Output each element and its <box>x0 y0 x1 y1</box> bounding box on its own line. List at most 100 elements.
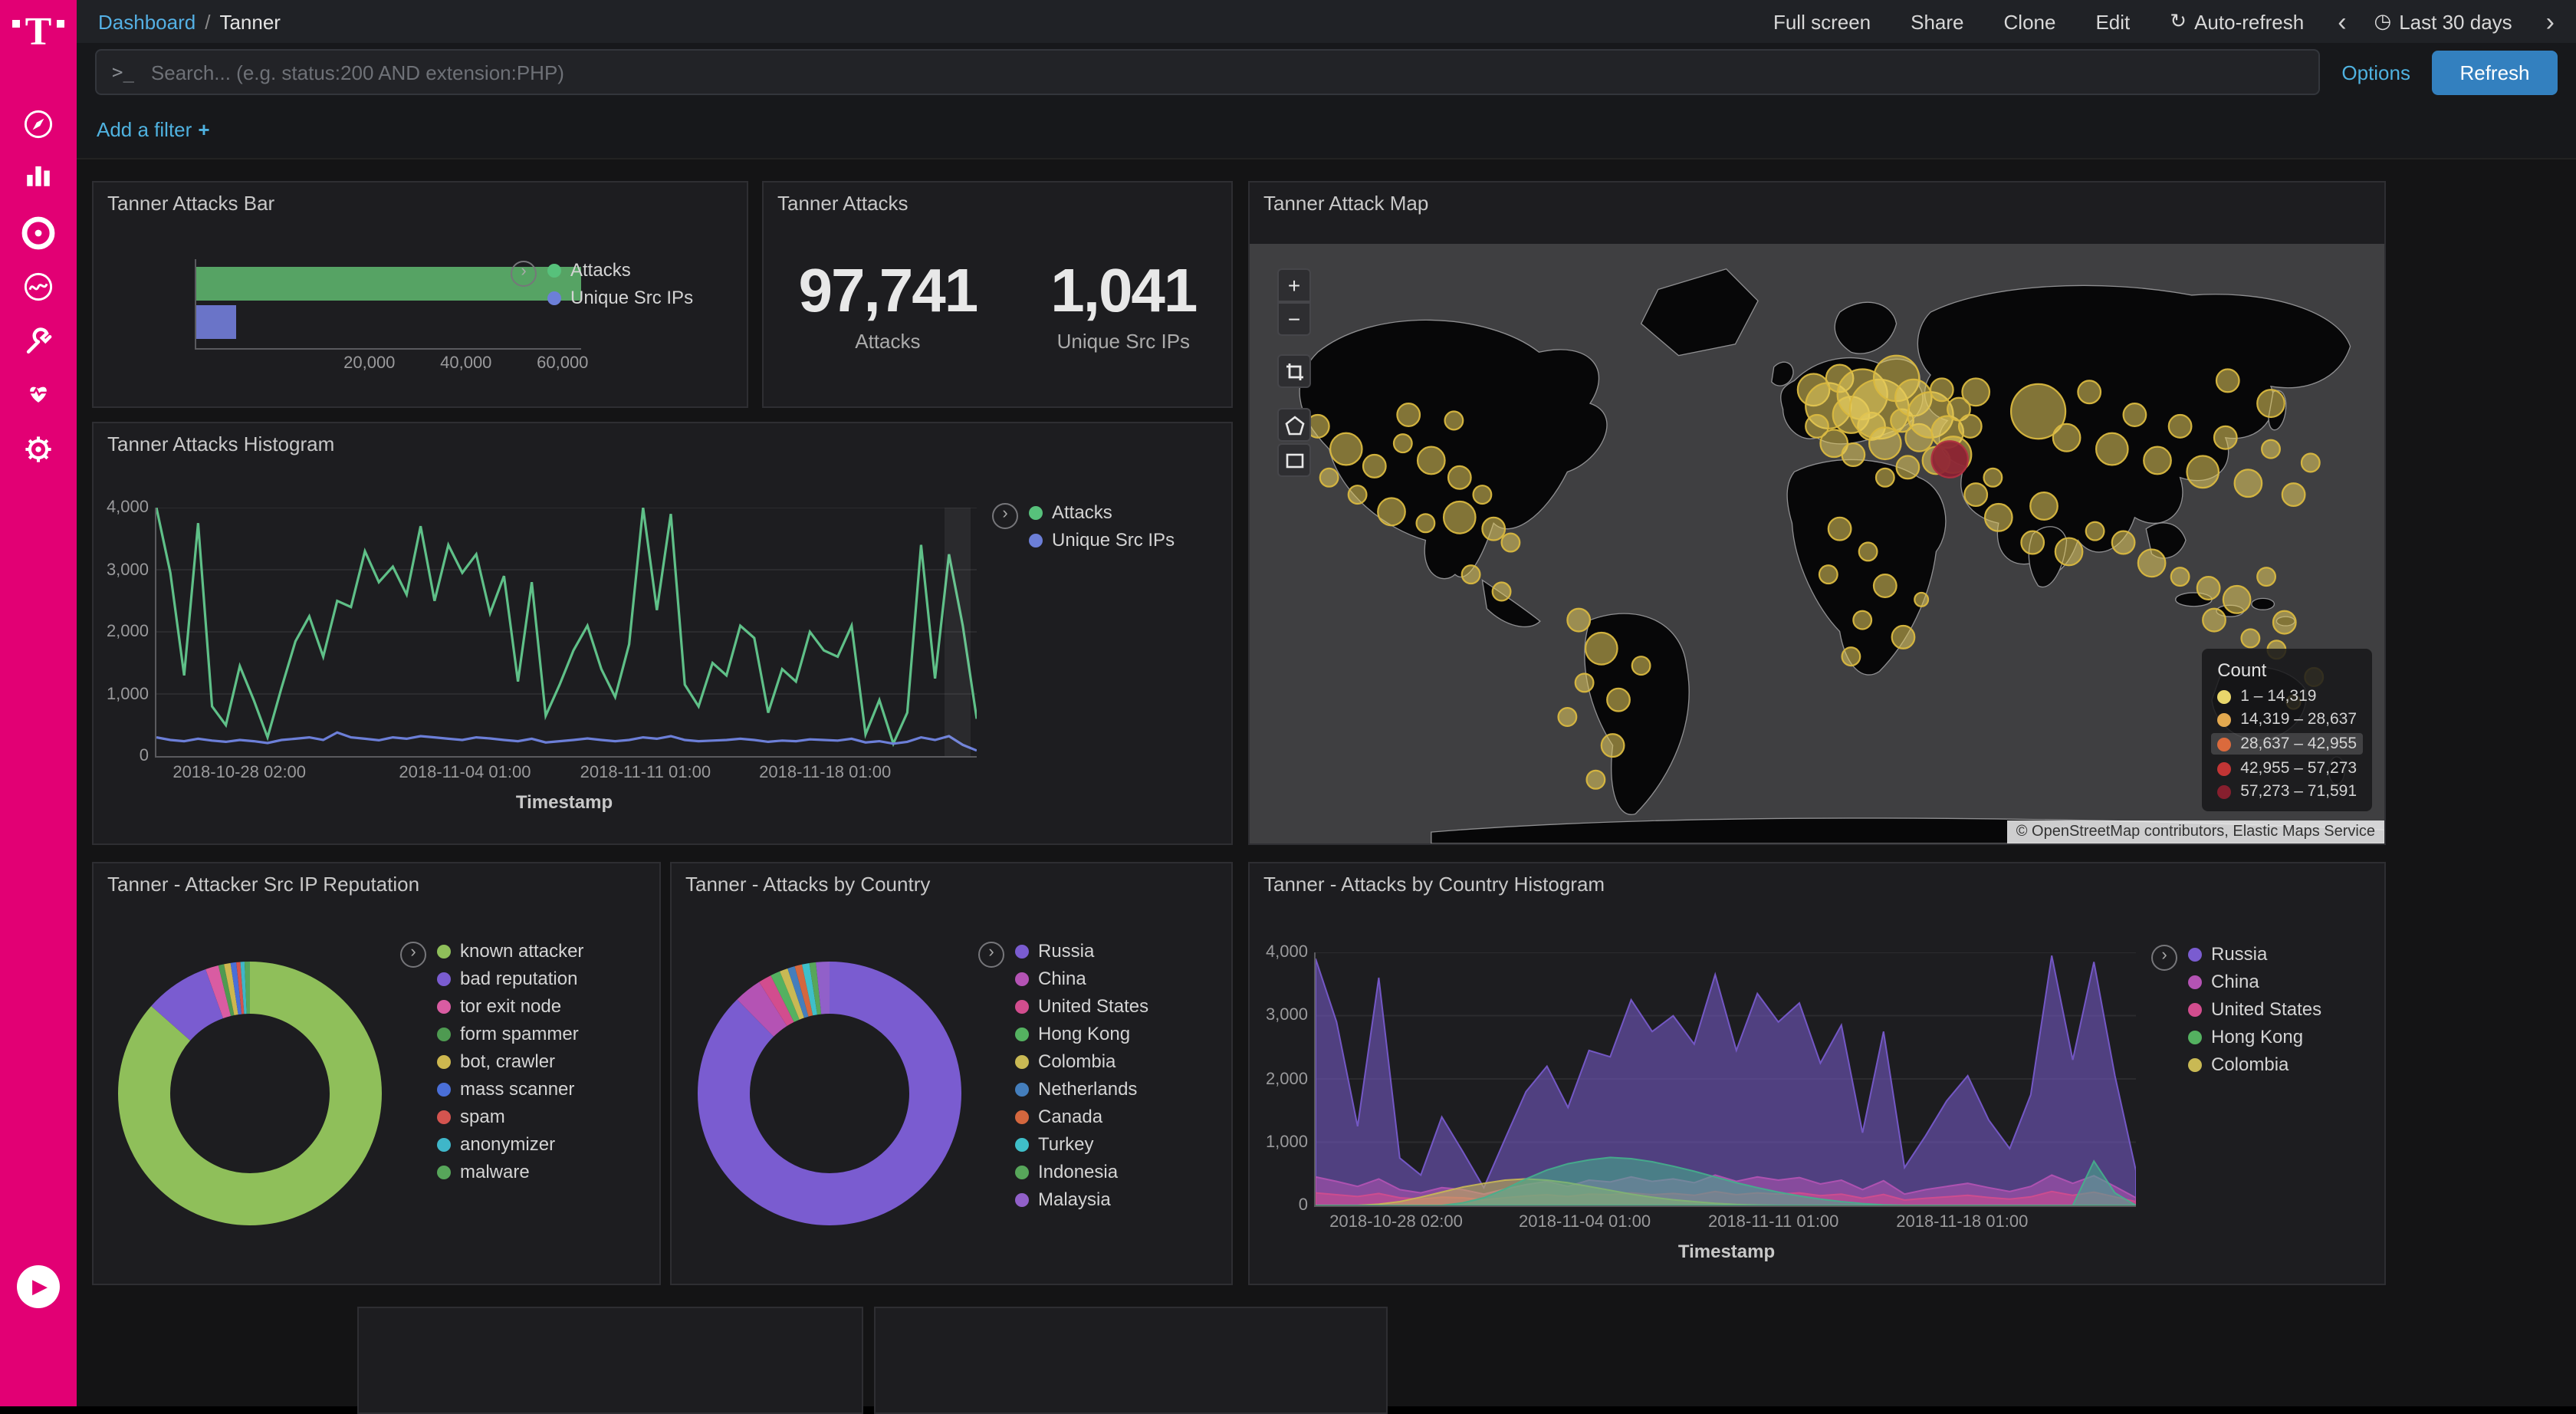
axis-tick: 0 <box>139 747 149 765</box>
sidebar-item-monitoring[interactable] <box>18 373 58 413</box>
options-link[interactable]: Options <box>2341 61 2410 84</box>
bar-unique-src-ips[interactable] <box>195 305 236 339</box>
area-chart[interactable] <box>1314 952 2136 1207</box>
legend-item[interactable]: 14,319 – 28,637 <box>2217 710 2357 728</box>
telekom-logo[interactable]: T <box>0 12 77 52</box>
search-box[interactable]: >_ <box>95 49 2321 95</box>
sidebar-item-discover[interactable] <box>18 104 58 144</box>
axis-tick: 20,000 <box>343 354 396 373</box>
legend-toggle-icon[interactable]: › <box>978 942 1004 968</box>
legend-item[interactable]: 42,955 – 57,273 <box>2217 759 2357 778</box>
sidebar-collapse-button[interactable]: ▶ <box>17 1265 60 1308</box>
legend-dot <box>1015 1192 1029 1206</box>
full-screen-button[interactable]: Full screen <box>1773 10 1871 33</box>
legend-dot <box>437 944 451 958</box>
legend-item[interactable]: anonymizer <box>437 1133 583 1155</box>
legend-item[interactable]: Unique Src IPs <box>547 287 693 308</box>
legend-item[interactable]: 57,273 – 71,591 <box>2217 782 2357 801</box>
legend-label: Netherlands <box>1038 1078 1138 1100</box>
world-map[interactable] <box>1250 244 2384 843</box>
legend-dot <box>1029 533 1043 547</box>
legend-item[interactable]: Turkey <box>1015 1133 1148 1155</box>
legend-dot <box>1015 999 1029 1013</box>
legend-toggle-icon[interactable]: › <box>511 261 537 287</box>
legend-item[interactable]: Canada <box>1015 1106 1148 1127</box>
legend-item[interactable]: tor exit node <box>437 995 583 1017</box>
legend-item[interactable]: United States <box>1015 995 1148 1017</box>
legend-dot <box>1015 972 1029 985</box>
legend-item[interactable]: Malaysia <box>1015 1189 1148 1210</box>
legend-toggle-icon[interactable]: › <box>2151 945 2177 971</box>
legend-item[interactable]: Colombia <box>2188 1054 2321 1075</box>
legend-item[interactable]: Attacks <box>1029 501 1175 523</box>
chart-legend: › Russia China United States Hong Kong Colom… <box>2151 943 2321 1075</box>
legend-item[interactable]: Unique Src IPs <box>1029 529 1175 551</box>
sidebar-item-management[interactable] <box>18 429 58 469</box>
sidebar-item-visualize[interactable] <box>18 155 58 195</box>
legend-item[interactable]: mass scanner <box>437 1078 583 1100</box>
console-prompt-icon: >_ <box>112 61 134 83</box>
legend-toggle-icon[interactable]: › <box>992 503 1018 529</box>
sidebar-item-dev-tools[interactable] <box>18 321 58 360</box>
legend-item[interactable]: Indonesia <box>1015 1161 1148 1182</box>
attacks-histogram-svg[interactable] <box>156 508 977 756</box>
country-histogram-svg[interactable] <box>1316 952 2136 1205</box>
legend-item[interactable]: known attacker <box>437 940 583 962</box>
panel-title: Tanner - Attacks by Country <box>685 873 931 896</box>
time-prev-button[interactable]: ‹ <box>2338 7 2347 36</box>
timelion-wave-icon <box>20 268 57 305</box>
legend-item[interactable]: Hong Kong <box>2188 1026 2321 1047</box>
legend-label: 14,319 – 28,637 <box>2240 710 2357 728</box>
axis-tick: 2018-10-28 02:00 <box>1329 1213 1463 1231</box>
time-next-button[interactable]: › <box>2545 7 2555 36</box>
breadcrumb-dashboard-link[interactable]: Dashboard <box>98 10 196 33</box>
map-fit-bounds-button[interactable] <box>1277 354 1311 388</box>
axis-tick: 0 <box>1298 1196 1308 1215</box>
map-rectangle-tool-button[interactable] <box>1277 443 1311 477</box>
search-input[interactable] <box>147 59 2304 85</box>
map-zoom-out-button[interactable]: − <box>1277 302 1311 336</box>
line-chart[interactable] <box>155 508 977 758</box>
map-zoom-in-button[interactable]: + <box>1277 268 1311 302</box>
country-donut-chart[interactable] <box>695 959 964 1228</box>
axis-tick: 2018-11-04 01:00 <box>399 764 531 782</box>
legend-toggle-icon[interactable]: › <box>400 942 426 968</box>
add-filter-link[interactable]: Add a filter + <box>97 118 210 141</box>
legend-item[interactable]: 28,637 – 42,955 <box>2211 733 2363 755</box>
clone-button[interactable]: Clone <box>2003 10 2056 33</box>
map-polygon-tool-button[interactable] <box>1277 408 1311 442</box>
legend-label: mass scanner <box>460 1078 575 1100</box>
legend-item[interactable]: Hong Kong <box>1015 1023 1148 1044</box>
sidebar-item-timelion[interactable] <box>18 267 58 307</box>
edit-button[interactable]: Edit <box>2095 10 2131 33</box>
auto-refresh-button[interactable]: ↻ Auto-refresh <box>2170 9 2304 34</box>
legend-item[interactable]: form spammer <box>437 1023 583 1044</box>
sidebar-item-dashboard[interactable] <box>18 213 58 253</box>
legend-label: form spammer <box>460 1023 579 1044</box>
legend-item[interactable]: Russia <box>1015 940 1148 962</box>
time-range-picker[interactable]: ◷ Last 30 days <box>2374 9 2512 34</box>
share-button[interactable]: Share <box>1911 10 1964 33</box>
legend-label: known attacker <box>460 940 584 962</box>
legend-dot <box>437 999 451 1013</box>
legend-item[interactable]: United States <box>2188 998 2321 1020</box>
legend-item[interactable]: bot, crawler <box>437 1051 583 1072</box>
legend-item[interactable]: China <box>2188 971 2321 992</box>
legend-dot <box>2217 761 2232 775</box>
legend-item[interactable]: bad reputation <box>437 968 583 989</box>
legend-items: Attacks Unique Src IPs <box>547 259 693 308</box>
legend-item[interactable]: 1 – 14,319 <box>2217 687 2357 705</box>
legend-item[interactable]: spam <box>437 1106 583 1127</box>
map-canvas[interactable]: + − Count 1 – 14,319 14,319 – 28,637 28,63… <box>1250 244 2384 843</box>
reputation-donut-chart[interactable] <box>115 959 385 1228</box>
legend-item[interactable]: Russia <box>2188 943 2321 965</box>
legend-item[interactable]: Attacks <box>547 259 693 281</box>
refresh-button[interactable]: Refresh <box>2432 50 2558 94</box>
legend-item[interactable]: Netherlands <box>1015 1078 1148 1100</box>
legend-item[interactable]: malware <box>437 1161 583 1182</box>
bar-chart-icon <box>20 156 57 193</box>
legend-item[interactable]: China <box>1015 968 1148 989</box>
map-legend-items: 1 – 14,319 14,319 – 28,637 28,637 – 42,955… <box>2211 687 2363 801</box>
legend-item[interactable]: Colombia <box>1015 1051 1148 1072</box>
